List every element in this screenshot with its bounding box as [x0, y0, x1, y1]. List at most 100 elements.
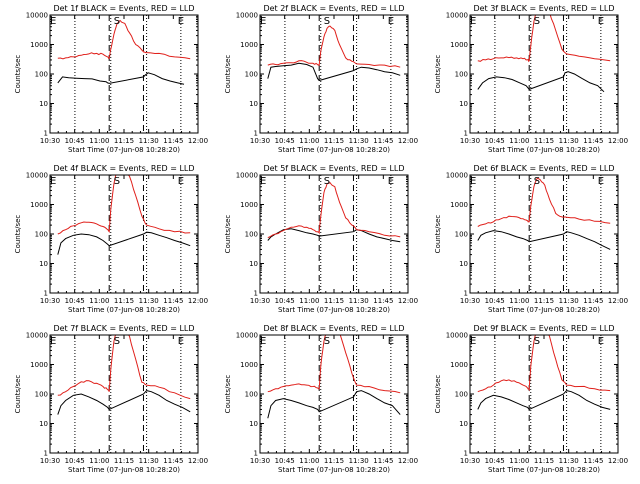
events-series-line — [267, 390, 401, 419]
x-tick-label: 11:45 — [373, 457, 393, 465]
plot-frame — [469, 14, 619, 134]
x-tick-label: 11:00 — [509, 297, 529, 305]
y-tick-label: 100 — [455, 71, 468, 79]
segment-marker-label: E — [598, 176, 604, 187]
lld-series-line — [57, 175, 191, 235]
y-tick-label: 10 — [249, 420, 258, 428]
y-axis-title: Counts/sec — [14, 55, 22, 94]
panel-det-1f: Det 1f BLACK = Events, RED = LLD E S E 1 10 10… — [14, 4, 208, 154]
segment-marker-label: S — [324, 176, 330, 187]
segment-marker-label: S — [534, 16, 540, 27]
x-axis-title: Start Time (07-Jun-08 10:28:20) — [68, 466, 180, 474]
x-tick-label: 10:30 — [40, 457, 60, 465]
segment-marker-label: E — [260, 336, 266, 347]
x-tick-label: 11:00 — [89, 297, 109, 305]
y-tick-label: 1000 — [450, 41, 468, 49]
panel-title: Det 2f BLACK = Events, RED = LLD — [263, 4, 404, 13]
x-tick-label: 11:00 — [509, 457, 529, 465]
x-tick-label: 10:45 — [65, 457, 85, 465]
x-tick-label: 11:30 — [559, 297, 579, 305]
y-tick-label: 10 — [249, 100, 258, 108]
y-tick-label: 1 — [254, 450, 258, 458]
x-tick-label: 11:30 — [559, 457, 579, 465]
y-tick-label: 100 — [245, 71, 258, 79]
segment-marker-label: E — [598, 336, 604, 347]
segment-marker-label: E — [260, 16, 266, 27]
segment-marker-label: E — [470, 16, 476, 27]
segment-marker-label: E — [388, 336, 394, 347]
y-tick-label: 1000 — [450, 361, 468, 369]
panel-title: Det 6f BLACK = Events, RED = LLD — [473, 164, 614, 173]
x-tick-label: 11:30 — [139, 137, 159, 145]
y-tick-label: 10 — [39, 420, 48, 428]
x-tick-label: 11:00 — [89, 457, 109, 465]
y-tick-label: 10000 — [446, 12, 468, 20]
y-tick-label: 10000 — [446, 172, 468, 180]
x-tick-label: 11:15 — [324, 137, 344, 145]
x-tick-label: 10:30 — [40, 137, 60, 145]
x-tick-label: 12:00 — [608, 137, 628, 145]
segment-marker-label: S — [324, 336, 330, 347]
x-tick-label: 11:30 — [349, 457, 369, 465]
lld-series-line — [267, 182, 401, 239]
x-tick-label: 10:30 — [250, 297, 270, 305]
x-tick-label: 11:00 — [89, 137, 109, 145]
y-axis-title: Counts/sec — [434, 375, 442, 414]
x-tick-label: 10:45 — [485, 297, 505, 305]
x-tick-label: 10:30 — [250, 457, 270, 465]
y-axis-title: Counts/sec — [224, 215, 232, 254]
y-tick-label: 10000 — [446, 332, 468, 340]
x-axis-title: Start Time (07-Jun-08 10:28:20) — [488, 466, 600, 474]
y-tick-label: 1 — [44, 290, 48, 298]
y-tick-label: 10000 — [236, 12, 258, 20]
y-tick-label: 100 — [35, 71, 48, 79]
plot-frame — [469, 174, 619, 294]
y-tick-label: 1000 — [450, 201, 468, 209]
plot-frame — [49, 14, 199, 134]
x-tick-label: 11:15 — [114, 457, 134, 465]
plot-frame — [259, 334, 409, 454]
plot-frame — [259, 14, 409, 134]
y-tick-label: 100 — [455, 391, 468, 399]
x-tick-label: 12:00 — [188, 457, 208, 465]
x-axis-title: Start Time (07-Jun-08 10:28:20) — [68, 146, 180, 154]
x-tick-label: 11:15 — [534, 457, 554, 465]
x-tick-label: 12:00 — [398, 137, 418, 145]
events-series-line — [477, 390, 611, 411]
segment-marker-label: E — [50, 336, 56, 347]
x-axis-title: Start Time (07-Jun-08 10:28:20) — [278, 146, 390, 154]
x-tick-label: 11:00 — [299, 137, 319, 145]
y-axis-title: Counts/sec — [14, 215, 22, 254]
segment-marker-label: E — [260, 176, 266, 187]
x-tick-label: 11:30 — [559, 137, 579, 145]
x-tick-label: 11:30 — [349, 137, 369, 145]
x-tick-label: 10:30 — [460, 137, 480, 145]
y-axis-title: Counts/sec — [224, 375, 232, 414]
y-axis-title: Counts/sec — [434, 215, 442, 254]
panel-det-5f: Det 5f BLACK = Events, RED = LLD E S E 1 10 10… — [224, 164, 418, 314]
events-series-line — [57, 72, 185, 85]
x-tick-label: 10:30 — [460, 457, 480, 465]
x-tick-label: 11:15 — [324, 297, 344, 305]
y-axis-title: Counts/sec — [434, 55, 442, 94]
x-axis-title: Start Time (07-Jun-08 10:28:20) — [488, 146, 600, 154]
panel-title: Det 4f BLACK = Events, RED = LLD — [53, 164, 194, 173]
x-tick-label: 12:00 — [608, 457, 628, 465]
x-tick-label: 11:15 — [534, 137, 554, 145]
x-tick-label: 10:45 — [275, 137, 295, 145]
x-tick-label: 11:15 — [324, 457, 344, 465]
y-tick-label: 10 — [459, 100, 468, 108]
y-tick-label: 100 — [245, 391, 258, 399]
lld-series-line — [267, 335, 401, 394]
y-axis-title: Counts/sec — [224, 55, 232, 94]
segment-marker-label: S — [114, 16, 120, 27]
y-tick-label: 100 — [35, 231, 48, 239]
x-tick-label: 11:45 — [163, 297, 183, 305]
x-tick-label: 11:00 — [509, 137, 529, 145]
x-axis-title: Start Time (07-Jun-08 10:28:20) — [278, 466, 390, 474]
x-tick-label: 10:45 — [275, 457, 295, 465]
x-tick-label: 10:45 — [275, 297, 295, 305]
x-tick-label: 11:00 — [299, 457, 319, 465]
y-tick-label: 10 — [459, 260, 468, 268]
